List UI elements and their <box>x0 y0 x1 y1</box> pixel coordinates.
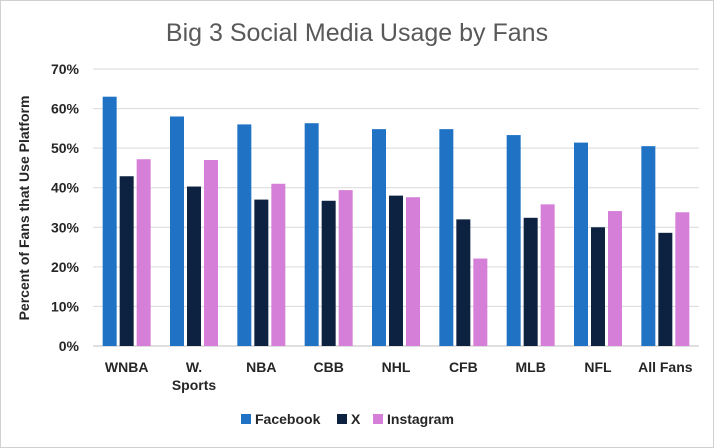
bar-facebook <box>372 129 386 346</box>
bar-facebook <box>237 124 252 347</box>
bar-instagram <box>136 159 151 346</box>
bar-x <box>321 200 336 346</box>
bar-facebook <box>439 129 454 346</box>
bar-facebook <box>506 135 521 346</box>
bar-instagram <box>608 211 622 346</box>
x-category-label: NFL <box>584 359 612 375</box>
x-category-label: NHL <box>382 359 411 375</box>
legend-label-x: X <box>351 411 361 427</box>
bars <box>102 96 690 347</box>
x-category-label-line: MLB <box>516 359 546 375</box>
bar-instagram <box>338 190 353 346</box>
bar-instagram <box>406 197 420 346</box>
y-tick-label: 40% <box>51 180 80 196</box>
legend-label-facebook: Facebook <box>255 411 321 427</box>
bar-x <box>591 227 605 346</box>
x-category-label: W. Sports <box>172 359 217 393</box>
bar-facebook <box>170 116 184 346</box>
bar-x <box>389 195 403 346</box>
bar-x <box>658 232 673 346</box>
x-category-label-line: WNBA <box>105 359 149 375</box>
x-category-label: All Fans <box>638 359 693 375</box>
bar-facebook <box>574 142 588 346</box>
bar-instagram <box>204 160 218 346</box>
x-category-label: NBA <box>246 359 276 375</box>
chart-title: Big 3 Social Media Usage by Fans <box>166 19 548 47</box>
x-category-label: CBB <box>313 359 343 375</box>
x-category-label-line: All Fans <box>638 359 693 375</box>
x-category-label-line: NBA <box>246 359 276 375</box>
x-category-label-line: NFL <box>584 359 612 375</box>
bar-x <box>456 219 471 346</box>
legend-label-instagram: Instagram <box>387 411 454 427</box>
y-tick-label: 0% <box>59 338 80 354</box>
bar-instagram <box>540 204 555 346</box>
y-tick-label: 20% <box>51 259 80 275</box>
bar-instagram <box>271 183 286 346</box>
x-category-label-line: CFB <box>449 359 478 375</box>
x-category-label-line: Sports <box>172 377 217 393</box>
x-category-label: MLB <box>516 359 546 375</box>
x-category-label-line: W. <box>186 359 202 375</box>
bar-facebook <box>641 146 656 346</box>
legend-swatch-x <box>337 414 347 424</box>
x-category-label-line: NHL <box>382 359 411 375</box>
bar-instagram <box>675 212 690 346</box>
legend-swatch-instagram <box>373 414 383 424</box>
y-tick-label: 60% <box>51 101 80 117</box>
bar-facebook <box>304 123 319 346</box>
x-category-label: WNBA <box>105 359 149 375</box>
y-axis-ticks: 0% 10% 20% 30% 40% 50% 60% 70% <box>51 61 80 354</box>
y-axis-label: Percent of Fans that Use Platform <box>16 96 32 321</box>
y-tick-label: 10% <box>51 298 80 314</box>
bar-x <box>119 176 134 346</box>
y-tick-label: 50% <box>51 140 80 156</box>
x-category-label: CFB <box>449 359 478 375</box>
bar-facebook <box>102 96 117 346</box>
legend-swatch-facebook <box>241 414 251 424</box>
y-tick-label: 30% <box>51 219 80 235</box>
bar-x <box>523 217 538 346</box>
x-category-label-line: CBB <box>313 359 343 375</box>
bar-instagram <box>473 258 488 346</box>
y-tick-label: 70% <box>51 61 80 77</box>
bar-x <box>187 186 201 346</box>
legend: Facebook X Instagram <box>241 411 454 427</box>
bar-x <box>254 199 269 346</box>
x-axis-categories: WNBA W. Sports NBA CBB NHL CFB MLB NFL All Fans <box>105 359 693 393</box>
